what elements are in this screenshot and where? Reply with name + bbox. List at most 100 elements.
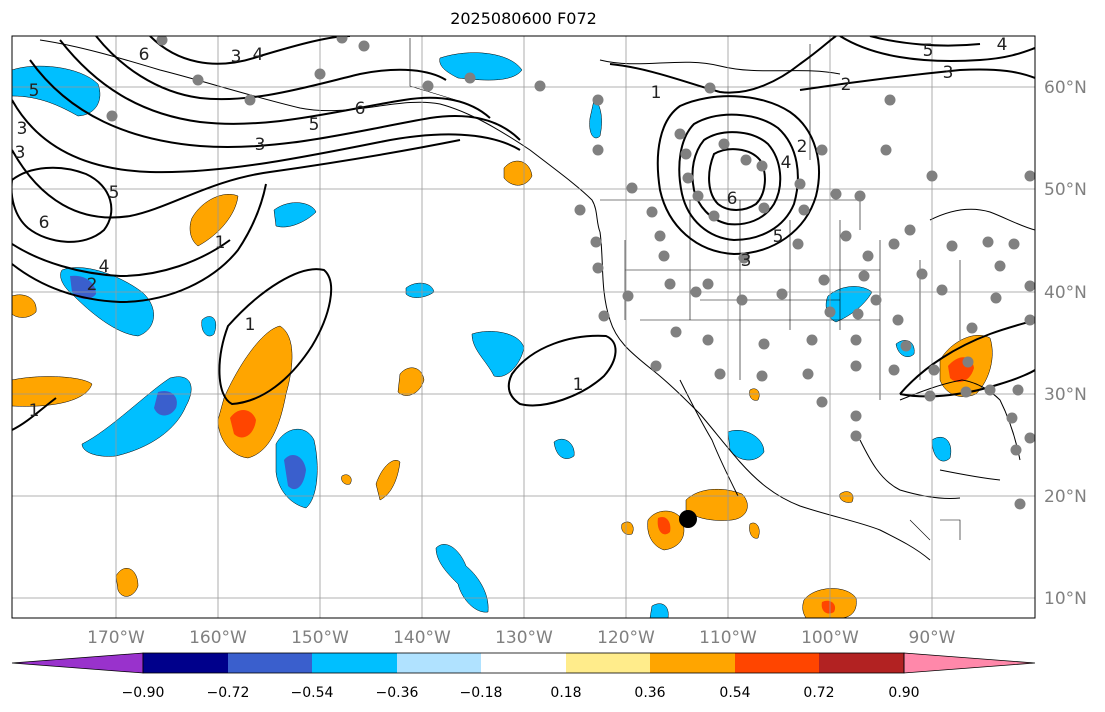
cool-region	[12, 65, 101, 117]
contour-label: 4	[99, 257, 110, 277]
contour-label: 5	[773, 227, 784, 247]
lon-label: 140°W	[393, 628, 451, 648]
colorbar	[11, 652, 1036, 674]
colorbar-tick: −0.18	[460, 685, 503, 701]
station-dots	[106, 36, 1035, 510]
cool-region	[201, 316, 217, 337]
contour-label: 6	[727, 189, 738, 209]
contour-label: 1	[215, 233, 226, 253]
cool-region	[553, 438, 575, 459]
lon-label: 160°W	[189, 628, 247, 648]
contour-label: 1	[651, 83, 662, 103]
storm-center-marker	[679, 510, 697, 528]
contour-label: 1	[573, 375, 584, 395]
contour-label: 3	[231, 47, 242, 67]
colorbar-segment	[397, 653, 481, 673]
colorbar-tick: −0.36	[376, 685, 419, 701]
cool-region	[405, 282, 435, 298]
cool-region	[273, 202, 317, 228]
colorbar-frame	[142, 652, 905, 674]
warm-region-core	[657, 516, 671, 535]
warm-region	[189, 194, 239, 247]
cool-region	[931, 436, 952, 462]
colorbar-segment	[228, 653, 312, 673]
warm-region	[685, 488, 748, 521]
contour-label: 3	[17, 119, 28, 139]
contour-label: 3	[15, 143, 26, 163]
cool-region	[649, 603, 669, 618]
warm-region	[503, 160, 533, 186]
contour-lines	[12, 36, 1035, 431]
cool-region-core	[70, 275, 96, 300]
warm-region	[12, 376, 93, 407]
contour-label: 4	[781, 153, 792, 173]
map-frame	[11, 35, 1036, 619]
lon-label: 100°W	[801, 628, 859, 648]
graticule	[12, 36, 1035, 618]
cool-region-core	[284, 455, 306, 490]
warm-region	[749, 388, 760, 401]
colorbar-tick: 0.90	[888, 685, 919, 701]
anomaly-fields	[12, 52, 993, 618]
coastlines	[39, 39, 1035, 561]
colorbar-segment	[650, 653, 735, 673]
lat-label: 30°N	[1044, 385, 1087, 405]
cool-region	[589, 99, 602, 139]
colorbar-segment	[312, 653, 397, 673]
lat-label: 40°N	[1044, 283, 1087, 303]
contour-label: 4	[253, 45, 264, 65]
warm-region-core	[821, 600, 836, 614]
colorbar-tick: 0.36	[634, 685, 665, 701]
cool-region	[435, 544, 489, 613]
contour-label-group: 3 4 6 5 3 6 5 3 1 4 2 6 5 3 1 1 1 2 4 6 …	[15, 35, 1008, 421]
lon-label: 120°W	[597, 628, 655, 648]
warm-region	[397, 367, 425, 396]
warm-region	[621, 521, 634, 535]
colorbar-tick: 0.18	[550, 685, 581, 701]
lon-label: 170°W	[87, 628, 145, 648]
contour-label: 2	[841, 75, 852, 95]
warm-region	[375, 460, 401, 501]
cool-region-core	[154, 390, 177, 416]
lat-label: 20°N	[1044, 487, 1087, 507]
warm-region	[839, 491, 854, 503]
contour-label: 6	[39, 213, 50, 233]
cool-region	[727, 430, 765, 461]
contour-label: 2	[797, 137, 808, 157]
warm-region-core	[230, 409, 256, 438]
cool-region	[439, 52, 523, 81]
lat-label: 10°N	[1044, 589, 1087, 609]
lat-label: 50°N	[1044, 180, 1087, 200]
contour-label: 2	[87, 275, 98, 295]
contour-label: 3	[943, 63, 954, 83]
cool-region	[81, 376, 192, 457]
contour-label: 3	[741, 251, 752, 271]
contour-label: 1	[245, 315, 256, 335]
colorbar-tick: 0.72	[803, 685, 834, 701]
colorbar-segment-max	[903, 652, 1036, 674]
warm-region	[12, 294, 37, 318]
colorbar-segment	[819, 653, 904, 673]
colorbar-tick: −0.54	[291, 685, 334, 701]
lon-label: 150°W	[291, 628, 349, 648]
lat-label: 60°N	[1044, 78, 1087, 98]
colorbar-segment	[735, 653, 819, 673]
state-borders	[409, 38, 961, 541]
warm-region	[749, 522, 760, 539]
colorbar-segment-min	[11, 652, 144, 674]
contour-label: 4	[997, 35, 1008, 55]
contour-label: 5	[923, 41, 934, 61]
lon-label: 130°W	[495, 628, 553, 648]
lon-label: 90°W	[909, 628, 956, 648]
colorbar-tick: 0.54	[719, 685, 750, 701]
colorbar-ticks: −0.90 −0.72 −0.54 −0.36 −0.18 0.18 0.36 …	[122, 685, 920, 701]
contour-label: 5	[309, 115, 320, 135]
latitude-labels: 60°N 50°N 40°N 30°N 20°N 10°N	[1044, 78, 1087, 609]
map-area: 3 4 6 5 3 6 5 3 1 4 2 6 5 3 1 1 1 2 4 6 …	[12, 35, 1035, 618]
contour-label: 6	[139, 45, 150, 65]
lon-label: 110°W	[699, 628, 757, 648]
longitude-labels: 170°W 160°W 150°W 140°W 130°W 120°W 110°…	[87, 628, 956, 648]
warm-region	[341, 474, 352, 485]
colorbar-segment	[143, 653, 228, 673]
